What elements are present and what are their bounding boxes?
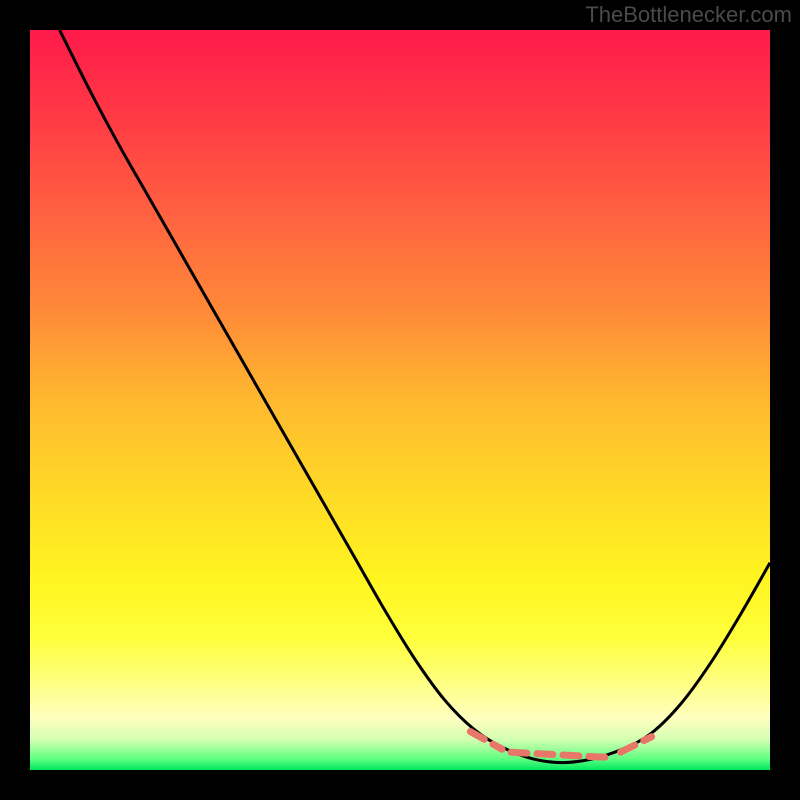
plot-area [30,30,770,770]
watermark-text: TheBottlenecker.com [585,2,792,28]
curve-layer [30,30,770,770]
highlight-dashes [470,732,651,758]
bottleneck-curve [60,30,770,763]
